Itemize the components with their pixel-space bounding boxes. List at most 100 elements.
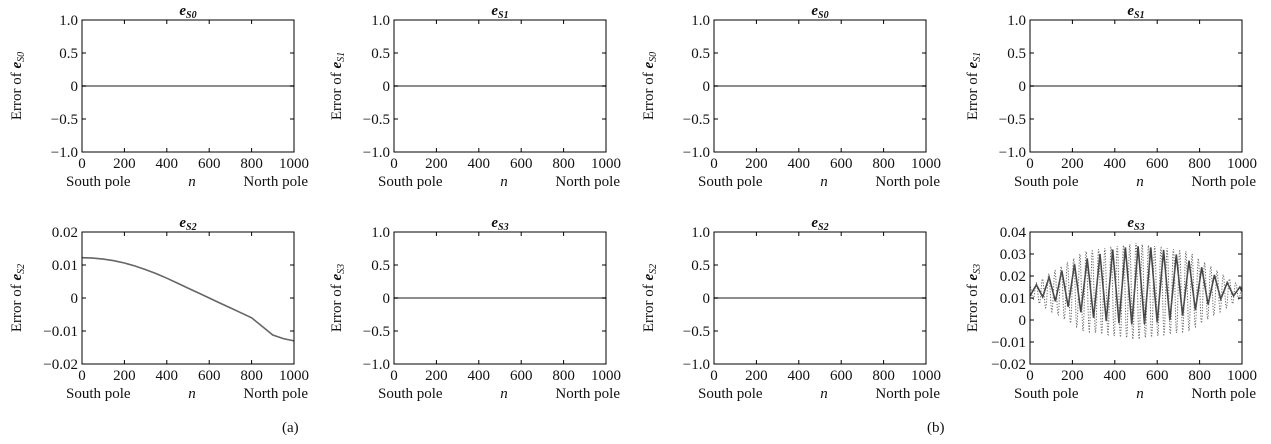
subplot-b-es3: eS3 0 200 400 600 800 1000 0.04 0.03 0.02 0.01 0 −0.… [948,212,1268,434]
y-tick-label: 0 [1019,313,1027,329]
x-axis-label-left: South pole [1014,386,1079,402]
x-axis-label-mid: n [820,386,828,402]
subplot-a-es2: eS2 0 200 400 600 800 1000 0.02 0.01 0 −0.01 −0.02 S… [0,212,320,434]
x-tick-label: 0 [390,156,398,172]
x-axis-label-mid: n [500,386,508,402]
y-tick-label: 0.01 [52,258,78,274]
x-axis-label-mid: n [188,386,196,402]
y-axis-label: Error of eS2 [9,264,27,332]
y-tick-label: 0 [383,79,391,95]
x-tick-label: 1000 [591,368,621,384]
y-tick-label: 1.0 [371,13,390,29]
chart-b-es2: eS2 0 200 400 600 800 1000 1.0 0.5 0 −0.5 −1.0 South… [641,215,941,402]
x-tick-label: 1000 [911,156,941,172]
x-tick-label: 0 [1026,368,1034,384]
y-axis-label: Error of eS3 [329,264,347,332]
y-tick-label: 0.5 [691,46,710,62]
x-tick-label: 200 [745,156,768,172]
x-axis-label-mid: n [820,174,828,190]
x-tick-label: 400 [1104,156,1127,172]
x-axis-label-mid: n [1136,386,1144,402]
series-line-0 [1029,246,1243,325]
y-tick-label: 1.0 [691,13,710,29]
x-tick-label: 200 [1061,368,1084,384]
x-tick-label: 400 [788,156,811,172]
y-tick-label: 0.5 [1007,46,1026,62]
y-tick-label: 0.5 [691,258,710,274]
x-axis-label-right: North pole [1191,174,1256,190]
x-axis-label-left: South pole [1014,174,1079,190]
chart-title: eS3 [1127,215,1144,233]
y-tick-label: 0.01 [1000,291,1026,307]
x-tick-label: 800 [240,368,263,384]
y-tick-label: −0.01 [991,335,1026,351]
subplot-b-es2: eS2 0 200 400 600 800 1000 1.0 0.5 0 −0.5 −1.0 South… [632,212,952,434]
x-axis-label-mid: n [1136,174,1144,190]
y-tick-label: −1.0 [683,357,710,373]
x-tick-label: 600 [198,368,221,384]
y-tick-label: 0 [383,291,391,307]
y-axis-label: Error of eS3 [965,264,983,332]
x-tick-label: 400 [468,368,491,384]
series-line-0 [81,256,295,342]
panel-label-a: (a) [282,420,299,436]
subplot-a-es3: eS3 0 200 400 600 800 1000 1.0 0.5 0 −0.5 −1.0 South… [312,212,632,434]
x-axis-label-right: North pole [555,174,620,190]
x-tick-label: 200 [425,368,448,384]
x-tick-label: 1000 [279,156,309,172]
x-tick-label: 800 [552,368,575,384]
x-axis-label-left: South pole [378,174,443,190]
x-axis-label-left: South pole [698,386,763,402]
y-tick-label: 0.5 [371,46,390,62]
chart-a-es1: eS1 0 200 400 600 800 1000 1.0 0.5 0 −0.5 −1.0 South… [329,3,621,190]
x-tick-label: 400 [1104,368,1127,384]
chart-a-es3: eS3 0 200 400 600 800 1000 1.0 0.5 0 −0.5 −1.0 South… [329,215,621,402]
x-tick-label: 1000 [279,368,309,384]
x-tick-label: 1000 [1227,156,1257,172]
y-tick-label: −1.0 [363,145,390,161]
chart-title: eS3 [491,215,508,233]
x-tick-label: 200 [113,368,136,384]
y-tick-label: −0.5 [51,112,78,128]
x-tick-label: 200 [745,368,768,384]
y-tick-label: −0.02 [991,357,1026,373]
x-axis-label-left: South pole [378,386,443,402]
x-tick-label: 0 [78,156,86,172]
x-tick-label: 600 [510,156,533,172]
chart-a-es0: eS0 0 200 400 600 800 1000 1.0 0.5 0 −0.5 −1.0 South… [9,3,309,190]
series-line-dotted [1029,242,1243,340]
y-axis-label: Error of eS2 [641,264,659,332]
x-tick-label: 800 [872,156,895,172]
x-tick-label: 600 [510,368,533,384]
y-tick-label: 0.02 [52,225,78,241]
x-axis-label-right: North pole [875,386,940,402]
y-tick-label: 0 [703,79,711,95]
y-tick-label: −0.01 [43,324,78,340]
y-tick-label: −1.0 [999,145,1026,161]
subplot-a-es1: eS1 0 200 400 600 800 1000 1.0 0.5 0 −0.5 −1.0 South… [312,0,632,222]
chart-b-es0: eS0 0 200 400 600 800 1000 1.0 0.5 0 −0.5 −1.0 South… [641,3,941,190]
y-tick-label: 0 [1019,79,1027,95]
y-tick-label: 0.5 [59,46,78,62]
x-tick-label: 0 [710,156,718,172]
y-axis-label: Error of eS0 [641,52,659,120]
x-axis-label-left: South pole [66,386,131,402]
x-tick-label: 800 [872,368,895,384]
x-tick-label: 400 [156,156,179,172]
y-tick-label: 0.02 [1000,269,1026,285]
x-tick-label: 800 [1188,368,1211,384]
x-tick-label: 600 [830,368,853,384]
y-tick-label: 0 [703,291,711,307]
y-tick-label: −0.5 [683,324,710,340]
x-tick-label: 0 [710,368,718,384]
y-tick-label: −0.5 [999,112,1026,128]
x-axis-label-right: North pole [875,174,940,190]
x-tick-label: 800 [240,156,263,172]
y-axis-label: Error of eS1 [329,52,347,120]
x-tick-label: 200 [113,156,136,172]
x-tick-label: 400 [788,368,811,384]
x-axis-label-right: North pole [243,386,308,402]
y-tick-label: −0.5 [363,112,390,128]
